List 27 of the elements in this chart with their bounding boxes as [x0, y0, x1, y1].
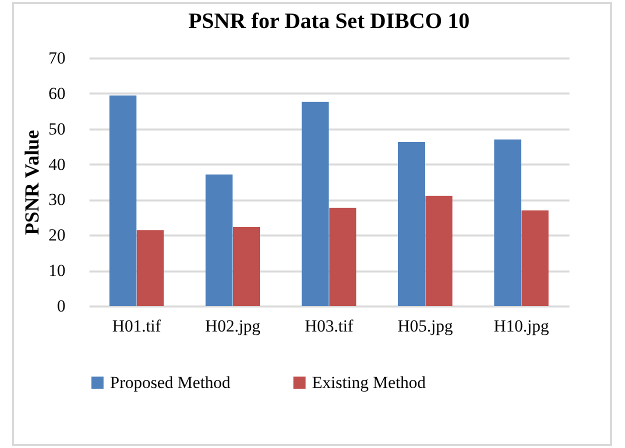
x-tick-label: H02.jpg — [205, 316, 261, 336]
y-tick-label: 60 — [48, 84, 66, 103]
bar — [425, 196, 452, 306]
bar — [206, 174, 233, 306]
chart-title: PSNR for Data Set DIBCO 10 — [188, 8, 470, 33]
y-tick-label: 0 — [57, 296, 66, 316]
legend-label: Proposed Method — [110, 372, 231, 392]
x-tick-label: H05.jpg — [398, 316, 454, 336]
bar — [522, 210, 549, 306]
y-tick-label: 20 — [48, 226, 66, 245]
x-tick-label: H03.tif — [304, 316, 354, 336]
bar — [329, 208, 356, 306]
bar — [398, 142, 425, 306]
x-tick-label: H10.jpg — [494, 316, 550, 336]
y-axis-title: PSNR Value — [22, 130, 44, 236]
x-tick-label: H01.tif — [112, 316, 162, 336]
y-tick-label: 70 — [48, 48, 66, 68]
y-tick-label: 10 — [48, 261, 66, 280]
bar — [109, 96, 136, 306]
y-tick-label: 30 — [48, 190, 66, 210]
bar — [233, 226, 260, 306]
bar — [302, 102, 329, 306]
y-tick-label: 50 — [48, 119, 66, 138]
bar — [136, 230, 164, 306]
bar — [494, 139, 522, 306]
legend-label: Existing Method — [312, 372, 426, 392]
y-tick-label: 40 — [48, 154, 66, 174]
